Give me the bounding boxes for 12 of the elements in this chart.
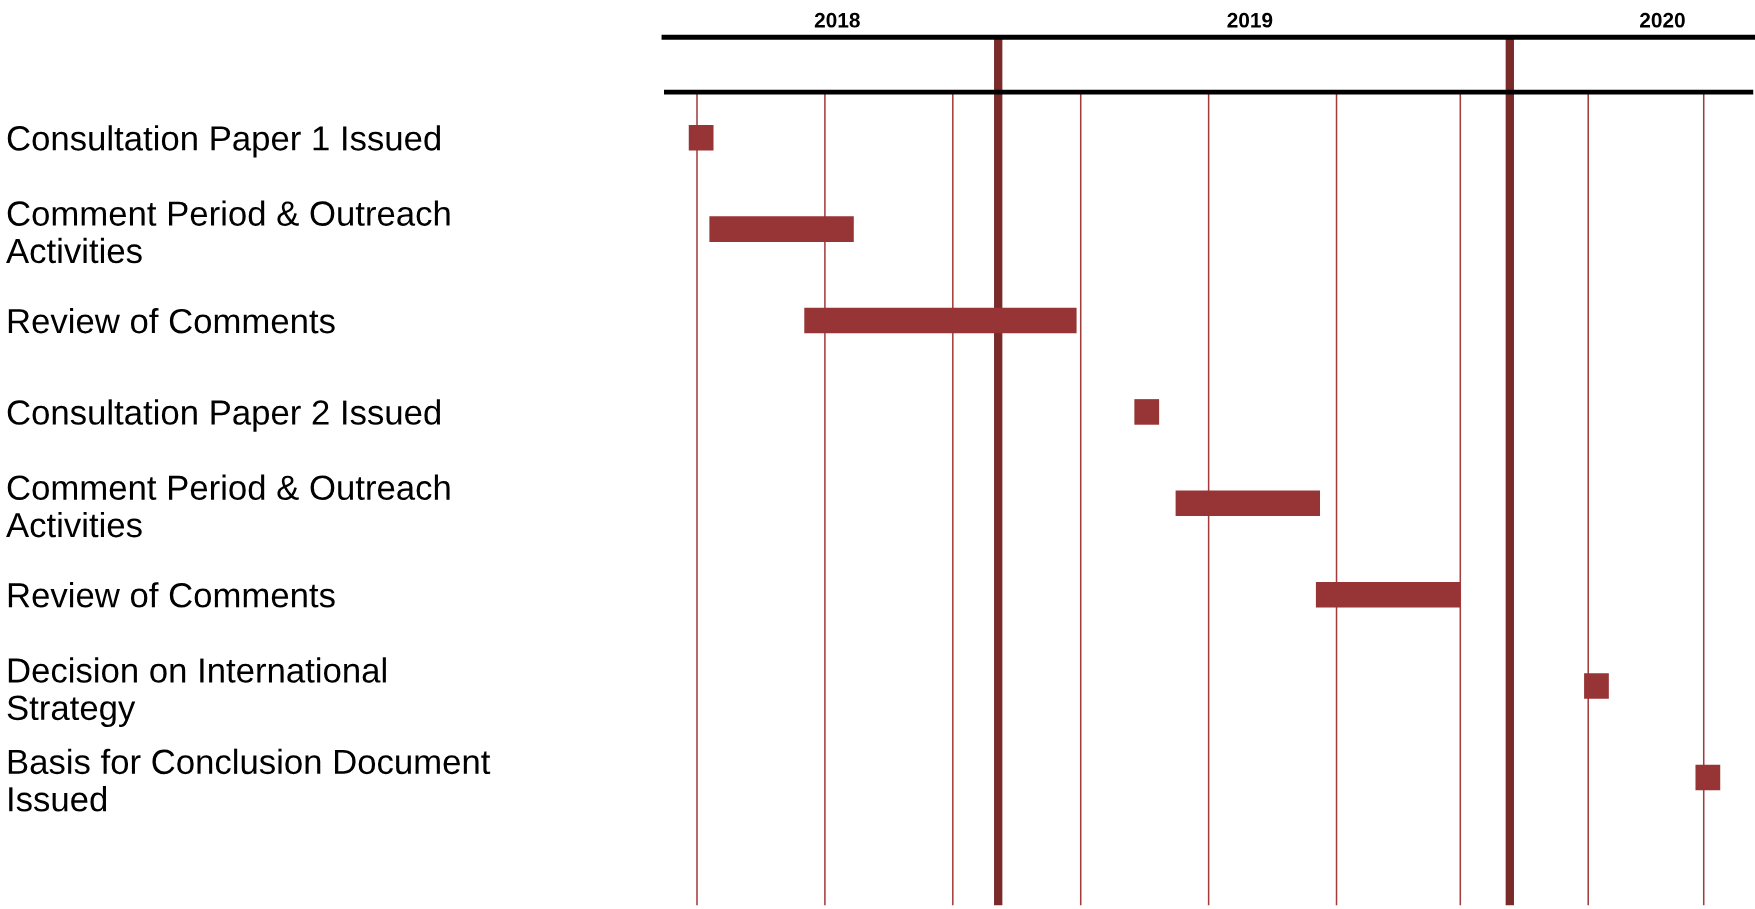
- y-tick-label: Consultation Paper 1 Issued: [7, 125, 440, 158]
- x-tick-label: 2020: [1640, 12, 1685, 28]
- y-tick-label: Consultation Paper 2 Issued: [7, 399, 440, 432]
- y-tick-label: Comment Period & Outreach Activities: [6, 474, 450, 538]
- bar: [1134, 399, 1160, 425]
- y-tick-label: Basis for Conclusion Document Issued: [8, 748, 491, 812]
- x-tick-label: 2019: [1227, 12, 1273, 28]
- x-tick-label: 2018: [814, 12, 860, 28]
- y-tick-label: Decision on International Strategy: [7, 657, 386, 728]
- y-tick-label: Comment Period & Outreach Activities: [6, 200, 450, 264]
- y-tick-label: Review of Comments: [8, 582, 335, 608]
- y-tick-label: Review of Comments: [8, 307, 335, 334]
